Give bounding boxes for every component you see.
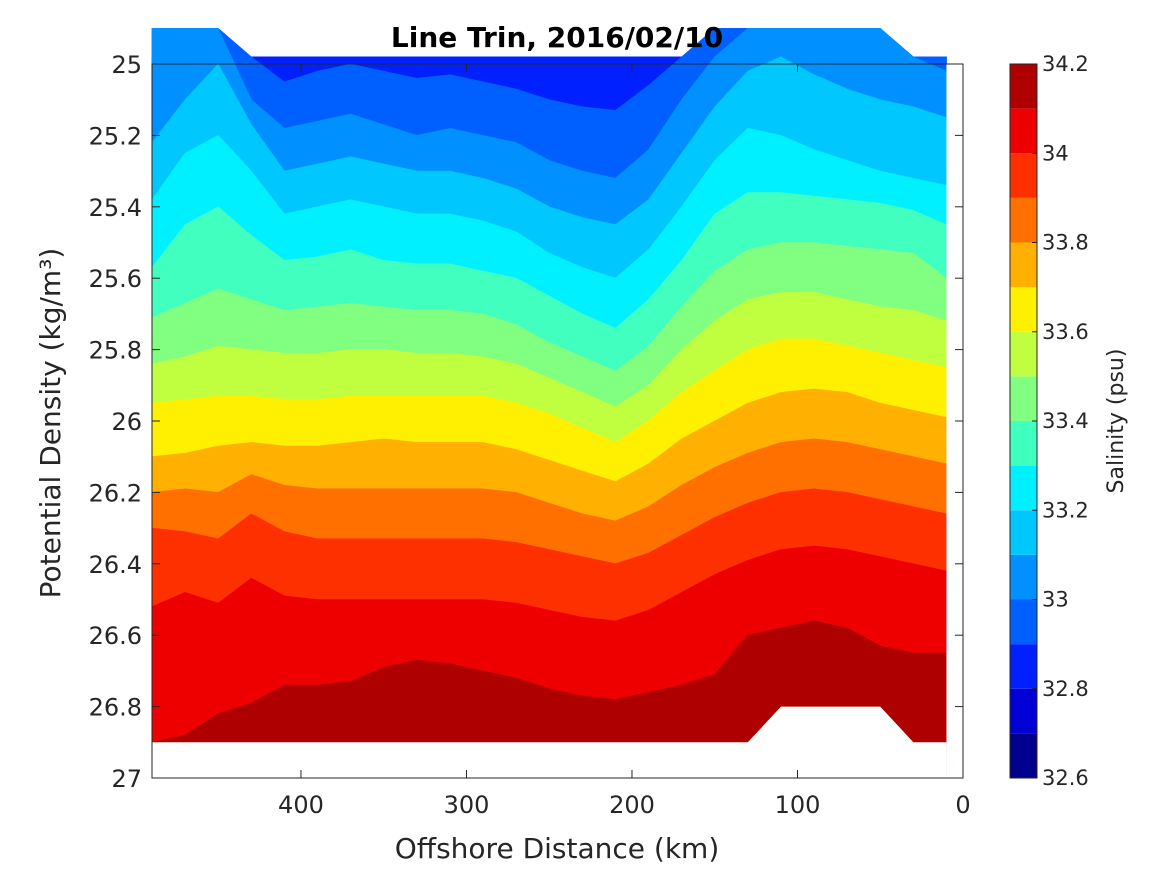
y-tick-label: 25 xyxy=(111,51,142,79)
colorbar-tick-label: 34.2 xyxy=(1042,52,1089,76)
no-data-bottom xyxy=(152,706,947,778)
y-tick-label: 25.4 xyxy=(89,194,142,222)
y-tick-label: 25.2 xyxy=(89,122,142,150)
colorbar-band xyxy=(1010,510,1037,555)
y-tick-label: 27 xyxy=(111,765,142,793)
x-ticks: 400 300 200 100 0 xyxy=(278,64,971,819)
colorbar-band xyxy=(1010,644,1037,689)
colorbar-tick-label: 33.4 xyxy=(1042,409,1089,433)
y-axis-label: Potential Density (kg/m³) xyxy=(34,248,67,599)
y-tick-label: 25.6 xyxy=(89,265,142,293)
colorbar-tick-label: 32.6 xyxy=(1042,766,1089,790)
x-axis-label: Offshore Distance (km) xyxy=(395,832,720,865)
x-tick-label: 400 xyxy=(278,791,324,819)
contour-band-34-1 xyxy=(151,620,947,779)
colorbar-tick-label: 32.8 xyxy=(1042,677,1089,701)
colorbar-band xyxy=(1010,688,1037,734)
colorbar-band xyxy=(1010,733,1037,778)
colorbar-ticks: 32.6 32.8 33 33.2 33.4 33.6 33.8 34 34.2 xyxy=(1032,52,1089,790)
x-tick-label: 0 xyxy=(955,791,970,819)
no-data-right xyxy=(946,64,963,778)
x-tick-label: 100 xyxy=(775,791,821,819)
y-tick-label: 25.8 xyxy=(89,337,142,365)
white-mask xyxy=(152,64,963,778)
colorbar-band xyxy=(1010,197,1037,243)
colorbar-band xyxy=(1010,153,1037,198)
y-tick-label: 26.2 xyxy=(89,479,142,507)
y-ticks: 25 25.2 25.4 25.6 25.8 26 26.2 26.4 26.6 26.8 27 xyxy=(89,51,963,793)
colorbar-band xyxy=(1010,108,1037,154)
colorbar-band xyxy=(1010,287,1037,332)
colorbar-band xyxy=(1010,554,1037,600)
colorbar-band xyxy=(1010,376,1037,421)
y-tick-label: 26 xyxy=(111,408,142,436)
colorbar-tick-label: 33 xyxy=(1042,588,1069,612)
y-tick-label: 26.8 xyxy=(89,694,142,722)
colorbar-band xyxy=(1010,64,1037,109)
colorbar-band xyxy=(1010,421,1037,466)
x-tick-label: 200 xyxy=(609,791,655,819)
colorbar-band xyxy=(1010,465,1037,511)
colorbar-band xyxy=(1010,599,1037,645)
contour-fills xyxy=(151,28,947,779)
y-tick-label: 26.4 xyxy=(89,551,142,579)
colorbar-tick-label: 33.2 xyxy=(1042,498,1089,522)
colorbar-tick-label: 34 xyxy=(1042,141,1069,165)
chart-title: Line Trin, 2016/02/10 xyxy=(391,21,723,54)
colorbar-band xyxy=(1010,331,1037,377)
colorbar-label: Salinity (psu) xyxy=(1104,349,1129,494)
colorbar-band xyxy=(1010,242,1037,288)
x-tick-label: 300 xyxy=(444,791,490,819)
colorbar xyxy=(1009,63,1038,779)
y-tick-label: 26.6 xyxy=(89,622,142,650)
colorbar-tick-label: 33.8 xyxy=(1042,231,1089,255)
colorbar-tick-label: 33.6 xyxy=(1042,320,1089,344)
